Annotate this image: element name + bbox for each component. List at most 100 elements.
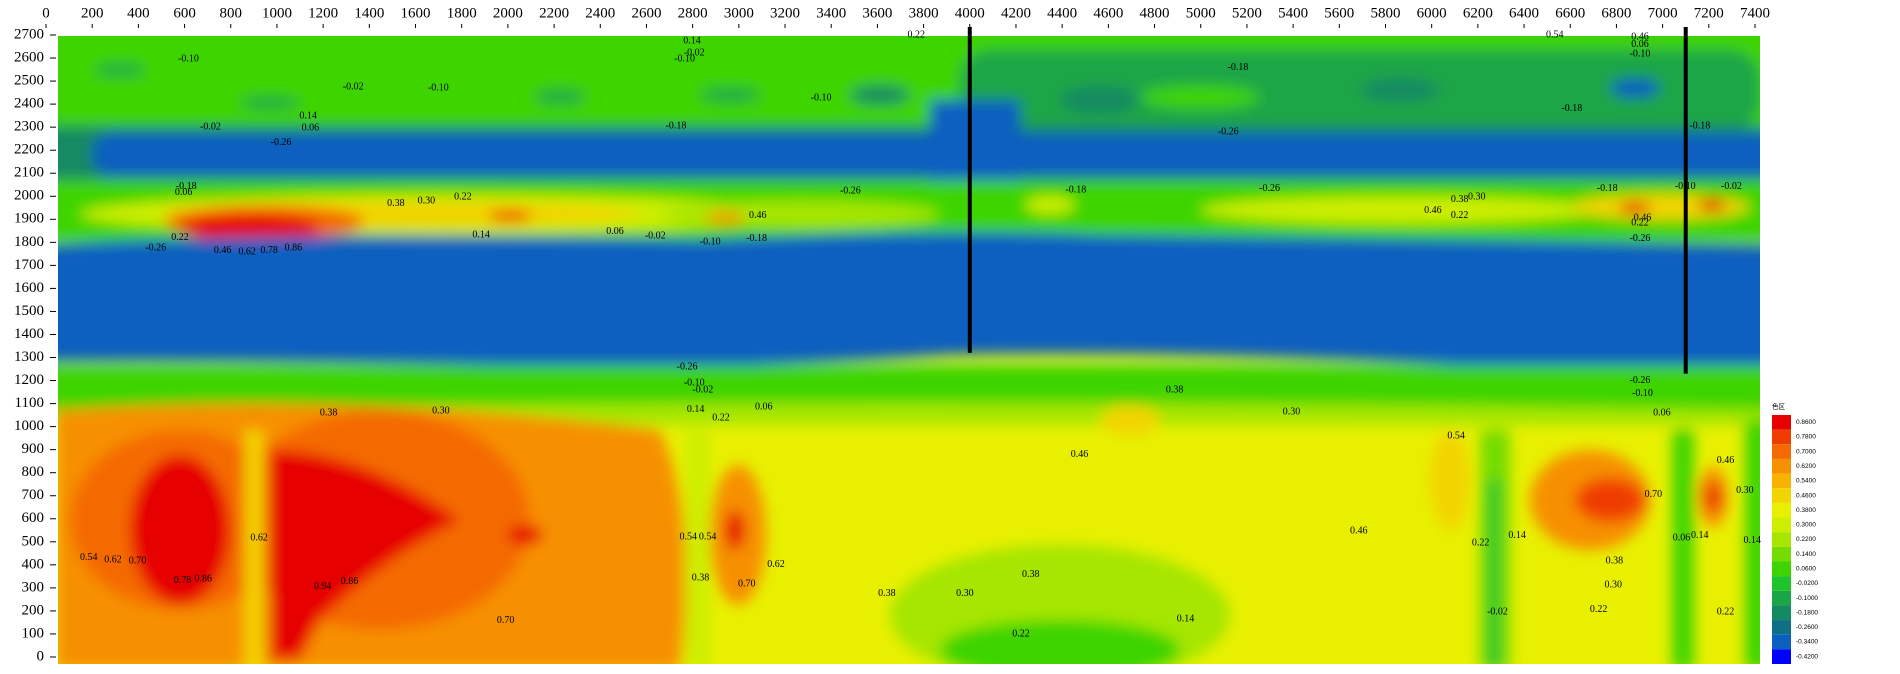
- y-tick-label: 300: [22, 579, 45, 595]
- contour-label: -0.18: [746, 233, 767, 244]
- contour-label: 0.14: [687, 404, 705, 415]
- contour-label: -0.18: [176, 181, 197, 192]
- contour-label: 0.14: [683, 35, 701, 46]
- y-tick-label: 1900: [14, 211, 44, 227]
- colorbar-swatch: [1772, 546, 1791, 562]
- colorbar-label: 0.3800: [1796, 507, 1816, 514]
- colorbar-label: 0.2200: [1796, 536, 1816, 543]
- x-tick-label: 2000: [493, 5, 523, 21]
- y-tick-label: 1600: [14, 280, 44, 296]
- x-tick-label: 600: [173, 5, 196, 21]
- colorbar-swatch: [1772, 488, 1791, 503]
- contour-label: 0.54: [1546, 29, 1564, 40]
- colorbar-swatch: [1772, 532, 1791, 547]
- x-tick-label: 1800: [447, 5, 477, 21]
- contour-label: -0.18: [1561, 103, 1582, 114]
- contour-label: 0.14: [1508, 530, 1526, 541]
- contour-label: 0.46: [1350, 525, 1368, 536]
- y-tick-label: 2300: [14, 119, 44, 135]
- colorbar-swatch: [1772, 415, 1791, 430]
- colorbar-swatch: [1772, 620, 1791, 635]
- x-tick-label: 800: [220, 5, 243, 21]
- contour-label: 0.30: [1283, 406, 1301, 417]
- colorbar-label: 0.7800: [1796, 434, 1816, 441]
- colorbar-swatch: [1772, 444, 1791, 459]
- y-tick-label: 2200: [14, 142, 44, 158]
- contour-label: 0.54: [1447, 431, 1465, 442]
- x-tick-label: 4000: [955, 5, 985, 21]
- contour-label: 0.70: [1645, 489, 1663, 500]
- colorbar-swatch: [1772, 473, 1791, 489]
- contour-label: 0.30: [1736, 485, 1754, 496]
- contour-label: 0.30: [1604, 580, 1622, 591]
- contour-label: 0.22: [712, 412, 730, 423]
- contour-label: -0.10: [1675, 181, 1696, 192]
- x-tick-label: 3800: [909, 5, 939, 21]
- contour-label: 0.06: [1631, 39, 1649, 50]
- x-tick-label: 4400: [1047, 5, 1077, 21]
- x-tick-label: 5600: [1324, 5, 1354, 21]
- contour-label: 0.46: [1717, 455, 1735, 466]
- contour-label: -0.02: [343, 81, 364, 92]
- colorbar: 色区 0.8600 0.7800 0.7000 0.6200 0.5400 0.4600 0.…: [1772, 402, 1818, 664]
- x-tick-label: 5200: [1232, 5, 1262, 21]
- contour-label: 0.06: [302, 123, 320, 134]
- contour-label: 0.70: [497, 615, 515, 626]
- contour-label: 0.22: [1631, 217, 1649, 228]
- contour-label: 0.94: [314, 581, 332, 592]
- contour-label: -0.10: [428, 83, 449, 94]
- contour-label: 0.86: [195, 574, 213, 585]
- contour-label: -0.10: [811, 92, 832, 103]
- contour-label: -0.18: [1597, 183, 1618, 194]
- contour-label: -0.10: [684, 377, 705, 388]
- contour-label: 0.86: [341, 576, 359, 587]
- colorbar-label: 0.7000: [1796, 448, 1816, 455]
- colorbar-label: -0.1000: [1796, 595, 1818, 602]
- contour-label: -0.02: [1487, 606, 1508, 617]
- colorbar-swatch: [1772, 458, 1791, 474]
- colorbar-label: -0.4200: [1796, 653, 1818, 660]
- colorbar-label: -0.3400: [1796, 639, 1818, 646]
- x-tick-label: 4800: [1140, 5, 1170, 21]
- contour-label: -0.18: [1227, 62, 1248, 73]
- contour-label: 0.06: [755, 402, 773, 413]
- contour-label: 0.22: [1590, 604, 1608, 615]
- y-tick-label: 2700: [14, 26, 44, 42]
- contour-label: 0.38: [387, 198, 405, 209]
- y-tick-label: 0: [37, 648, 45, 664]
- x-tick-label: 3600: [862, 5, 892, 21]
- colorbar-label: -0.2600: [1796, 624, 1818, 631]
- y-tick-label: 600: [22, 510, 45, 526]
- y-tick-label: 1000: [14, 418, 44, 434]
- contour-label: 0.38: [1451, 194, 1469, 205]
- contour-label: 0.30: [418, 195, 436, 206]
- contour-labels: -0.100.14-0.02-0.100.22 0.54 0.460.06-0.10…: [80, 29, 1761, 639]
- contour-label: -0.26: [677, 361, 698, 372]
- contour-label: 0.22: [1717, 606, 1735, 617]
- contour-label: 0.22: [907, 29, 925, 40]
- contour-label: -0.02: [684, 47, 705, 58]
- colorbar-swatch: [1772, 576, 1791, 591]
- colorbar-label: 0.5400: [1796, 478, 1816, 485]
- contour-label: 0.46: [749, 210, 767, 221]
- colorbar-label: -0.0200: [1796, 580, 1818, 587]
- x-tick-label: 5800: [1370, 5, 1400, 21]
- y-tick-label: 1700: [14, 257, 44, 273]
- colorbar-label: 0.1400: [1796, 551, 1816, 558]
- colorbar-swatch: [1772, 502, 1791, 518]
- x-tick-label: 1200: [308, 5, 338, 21]
- contour-label: -0.26: [271, 137, 292, 148]
- contour-field: [58, 36, 1760, 664]
- contour-label: -0.10: [1630, 49, 1651, 60]
- contour-label: 0.62: [250, 532, 268, 543]
- x-tick-label: 400: [127, 5, 150, 21]
- x-tick-label: 1400: [354, 5, 384, 21]
- colorbar-title: 色区: [1772, 402, 1786, 411]
- contour-label: 0.38: [1022, 569, 1040, 580]
- contour-label: 0.14: [299, 111, 317, 122]
- y-tick-label: 1100: [15, 395, 44, 411]
- colorbar-swatch: [1772, 429, 1791, 445]
- y-tick-label: 800: [22, 464, 45, 480]
- contour-label: 0.78: [260, 245, 278, 256]
- contour-label: -0.02: [1721, 181, 1742, 192]
